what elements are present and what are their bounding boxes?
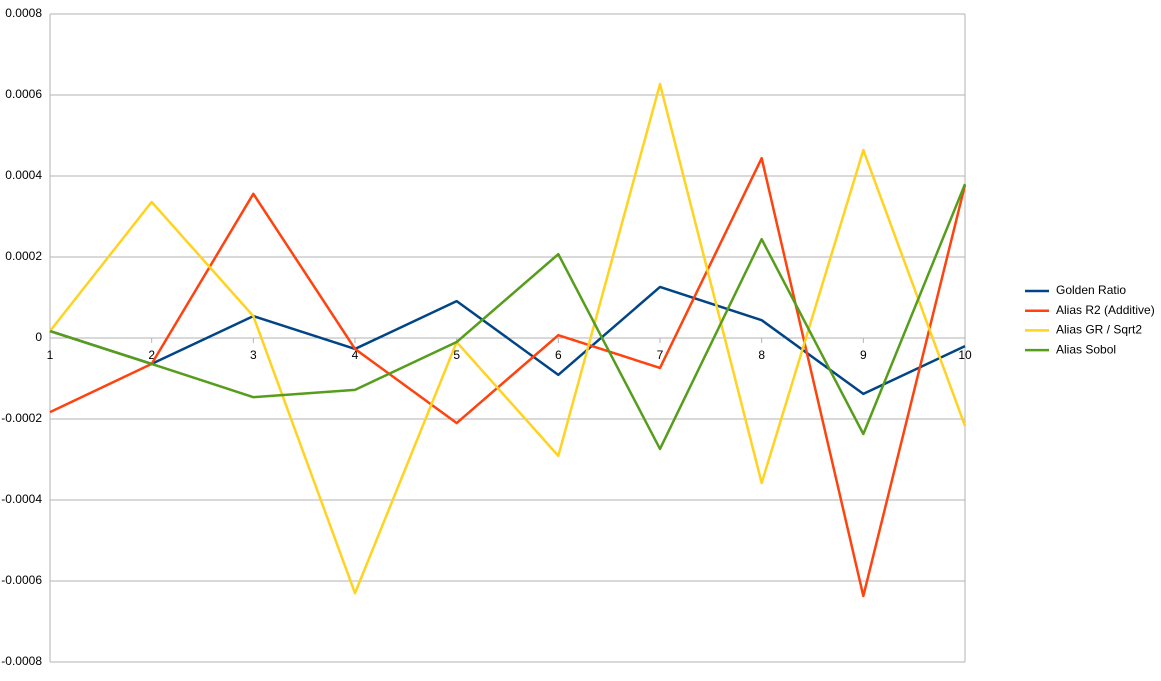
y-tick-label: 0.0008 xyxy=(5,6,42,20)
x-tick-label: 7 xyxy=(657,348,664,362)
x-tick-label: 5 xyxy=(453,348,460,362)
x-tick-label: 4 xyxy=(352,348,359,362)
x-tick-label: 6 xyxy=(555,348,562,362)
y-tick-label: 0.0004 xyxy=(5,168,42,182)
x-tick-label: 2 xyxy=(148,348,155,362)
y-tick-label: 0.0006 xyxy=(5,87,42,101)
y-tick-label: -0.0002 xyxy=(1,411,42,425)
legend-label: Alias GR / Sqrt2 xyxy=(1056,323,1142,337)
x-tick-label: 10 xyxy=(958,348,972,362)
series-line xyxy=(49,82,967,595)
x-tick-label: 1 xyxy=(47,348,54,362)
y-tick-label: 0 xyxy=(35,330,42,344)
y-tick-label: 0.0002 xyxy=(5,249,42,263)
legend-label: Alias Sobol xyxy=(1056,342,1116,356)
legend-label: Alias R2 (Additive) xyxy=(1056,303,1155,317)
y-tick-label: -0.0008 xyxy=(1,654,42,668)
series-line xyxy=(49,285,966,396)
x-tick-label: 9 xyxy=(860,348,867,362)
y-tick-label: -0.0006 xyxy=(1,573,42,587)
y-tick-label: -0.0004 xyxy=(1,492,42,506)
series-line xyxy=(49,156,967,598)
series-line xyxy=(49,183,967,451)
x-tick-label: 3 xyxy=(250,348,257,362)
x-tick-label: 8 xyxy=(758,348,765,362)
legend-label: Golden Ratio xyxy=(1056,283,1126,297)
